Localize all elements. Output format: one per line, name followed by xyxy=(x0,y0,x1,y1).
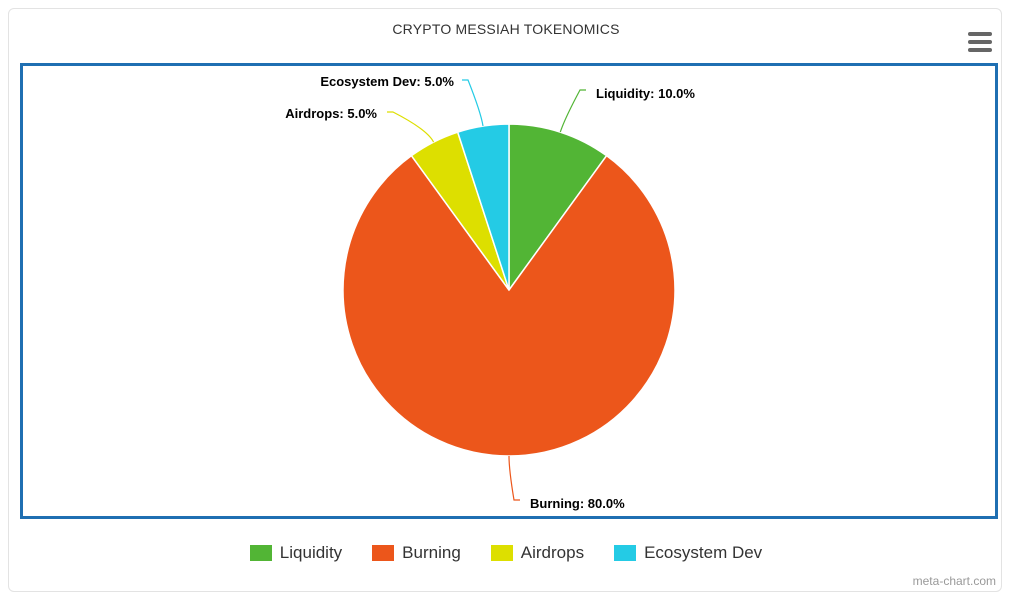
chart-legend: Liquidity Burning Airdrops Ecosystem Dev xyxy=(0,543,1012,563)
legend-swatch-burning xyxy=(372,545,395,561)
connector-burning xyxy=(508,455,520,501)
data-label-ecosystem-dev: Ecosystem Dev: 5.0% xyxy=(320,74,454,89)
chart-title: CRYPTO MESSIAH TOKENOMICS xyxy=(392,21,620,37)
legend-swatch-airdrops xyxy=(490,545,513,561)
connector-liquidity xyxy=(559,89,586,133)
legend-item-airdrops[interactable]: Airdrops xyxy=(490,543,585,563)
legend-label-airdrops: Airdrops xyxy=(520,543,585,562)
credit-link[interactable]: meta-chart.com xyxy=(912,574,996,588)
legend-swatch-liquidity xyxy=(249,545,272,561)
legend-item-liquidity[interactable]: Liquidity xyxy=(249,543,343,563)
legend-label-ecosystem-dev: Ecosystem Dev xyxy=(644,543,763,562)
legend-item-burning[interactable]: Burning xyxy=(372,543,461,563)
connector-airdrops xyxy=(387,111,435,143)
pie-slice-liquidity[interactable] xyxy=(508,123,608,293)
connector-ecosystem-dev xyxy=(462,79,484,127)
legend-label-burning: Burning xyxy=(402,543,461,562)
hamburger-menu-icon[interactable] xyxy=(966,31,994,53)
pie-slice-burning[interactable] xyxy=(342,154,676,457)
data-label-airdrops: Airdrops: 5.0% xyxy=(285,106,377,121)
legend-item-ecosystem-dev[interactable]: Ecosystem Dev xyxy=(614,543,762,563)
pie-slice-ecosystem-dev[interactable] xyxy=(456,123,510,291)
plot-area-frame xyxy=(20,63,998,519)
legend-swatch-ecosystem-dev xyxy=(614,545,637,561)
data-label-liquidity: Liquidity: 10.0% xyxy=(596,86,695,101)
data-label-burning: Burning: 80.0% xyxy=(530,496,625,511)
legend-label-liquidity: Liquidity xyxy=(279,543,343,562)
